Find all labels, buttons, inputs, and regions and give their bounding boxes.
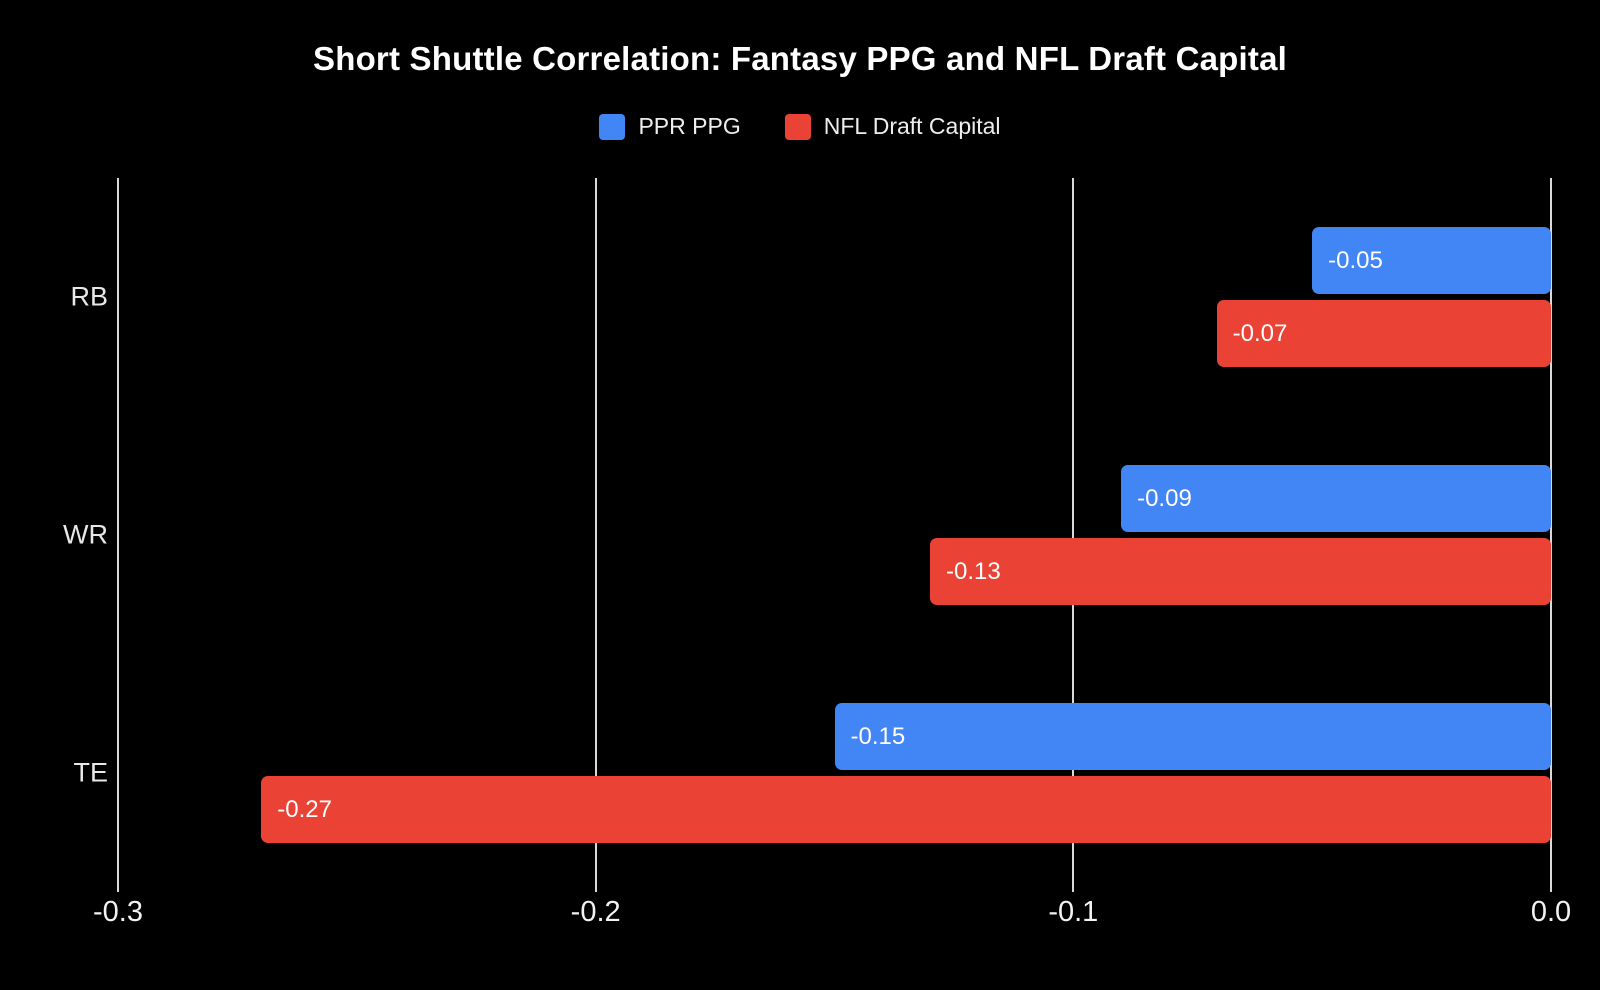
x-axis-tick-1: -0.2 (570, 896, 621, 928)
bar-value-label: -0.05 (1328, 246, 1383, 274)
bar-value-label: -0.15 (850, 722, 906, 750)
legend-label-nfl-draft-capital: NFL Draft Capital (823, 113, 1001, 139)
bar-te-nfl-draft-capital[interactable]: -0.27 (261, 776, 1551, 843)
bar-wr-ppr-ppg[interactable]: -0.09 (1121, 465, 1551, 532)
gridline-x-0 (117, 178, 119, 892)
y-axis-tick-rb: RB (70, 281, 108, 312)
legend-swatch-icon-ppr-ppg (599, 113, 626, 140)
bar-rb-nfl-draft-capital[interactable]: -0.07 (1216, 300, 1551, 367)
bar-wr-nfl-draft-capital[interactable]: -0.13 (930, 538, 1551, 605)
bar-value-label: -0.13 (946, 557, 1001, 585)
bar-value-label: -0.09 (1137, 484, 1192, 512)
gridline-x-3 (1550, 178, 1552, 892)
legend-swatch-icon-nfl-draft-capital (784, 113, 811, 140)
bar-value-label: -0.07 (1232, 319, 1288, 347)
legend-label-ppr-ppg: PPR PPG (638, 113, 741, 139)
gridline-x-1 (594, 178, 597, 892)
plot-area: -0.05 -0.07 -0.09 -0.13 -0.15 -0.27 (117, 178, 1552, 892)
x-axis-tick-3: 0.0 (1530, 896, 1572, 928)
legend-item-nfl-draft-capital[interactable]: NFL Draft Capital (784, 113, 1001, 140)
y-axis-tick-wr: WR (63, 519, 108, 550)
y-axis-tick-te: TE (73, 757, 108, 788)
x-axis-tick-0: -0.3 (93, 896, 143, 928)
chart-legend: PPR PPG NFL Draft Capital (0, 113, 1600, 140)
bar-value-label: -0.27 (277, 795, 332, 823)
gridline-x-2 (1072, 178, 1075, 892)
x-axis-tick-2: -0.1 (1048, 896, 1099, 928)
bar-rb-ppr-ppg[interactable]: -0.05 (1312, 227, 1551, 294)
chart-title: Short Shuttle Correlation: Fantasy PPG a… (313, 40, 1287, 77)
legend-item-ppr-ppg[interactable]: PPR PPG (599, 113, 741, 140)
bar-te-ppr-ppg[interactable]: -0.15 (834, 703, 1551, 770)
